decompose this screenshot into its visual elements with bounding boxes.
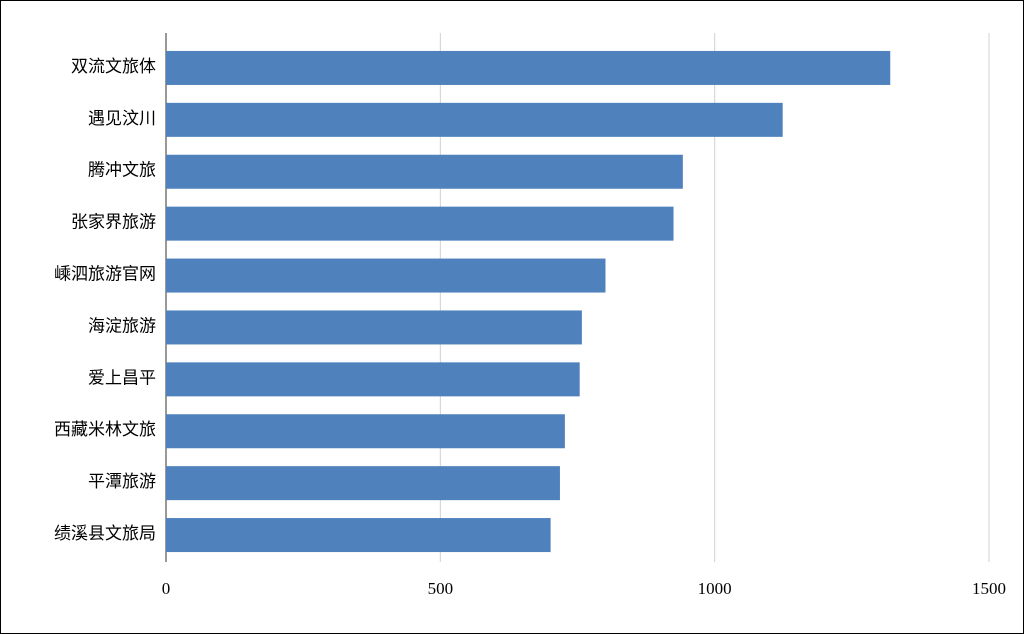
y-tick-label: 西藏米林文旅: [54, 420, 156, 439]
bar: [166, 258, 606, 293]
x-tick-label: 500: [428, 579, 454, 598]
x-tick-label: 0: [162, 579, 171, 598]
x-tick-label: 1000: [698, 579, 732, 598]
y-tick-label: 双流文旅体: [71, 57, 156, 76]
y-tick-label: 绩溪县文旅局: [54, 524, 156, 543]
bar: [166, 102, 783, 137]
y-tick-label: 遇见汶川: [88, 109, 156, 128]
x-tick-label: 1500: [972, 579, 1006, 598]
y-tick-label: 张家界旅游: [71, 213, 156, 232]
bar: [166, 154, 683, 189]
bar: [166, 310, 582, 345]
bar: [166, 466, 560, 501]
y-tick-label: 平潭旅游: [88, 472, 156, 491]
y-tick-label: 海淀旅游: [88, 316, 156, 335]
bar: [166, 414, 565, 449]
y-tick-label: 爱上昌平: [88, 368, 156, 387]
y-tick-label: 腾冲文旅: [88, 161, 156, 180]
bar: [166, 362, 580, 397]
y-tick-label: 嵊泗旅游官网: [54, 264, 156, 283]
bar: [166, 518, 551, 553]
bar: [166, 50, 891, 85]
bar: [166, 206, 674, 241]
